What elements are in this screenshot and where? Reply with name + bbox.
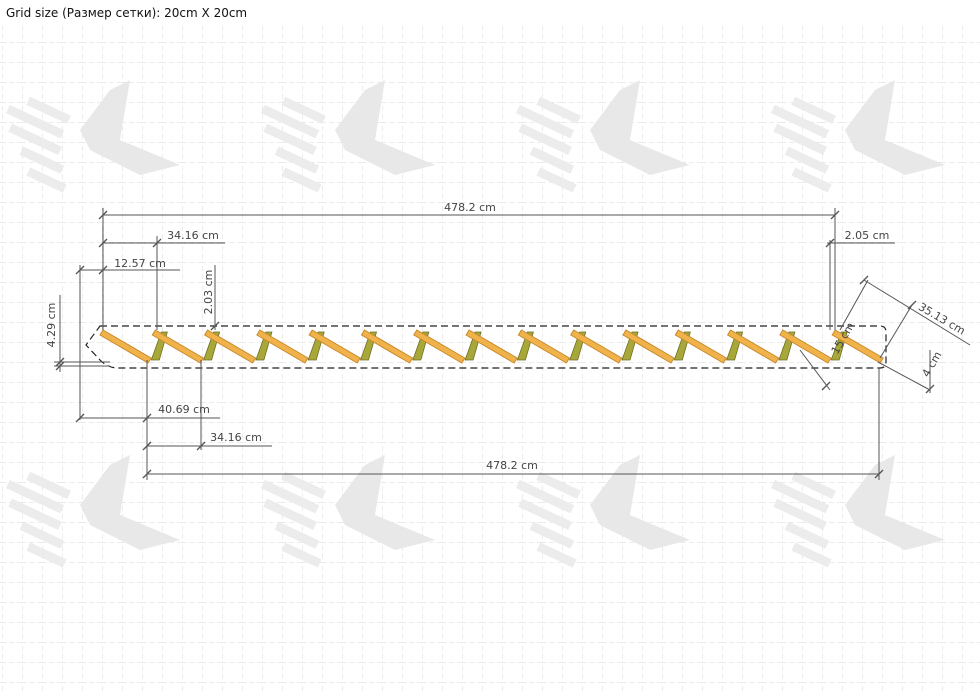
slat [570, 329, 623, 364]
dim-top-total: 478.2 cm [444, 201, 496, 214]
dim-bottom-offset: 40.69 cm [158, 403, 210, 416]
slat [779, 329, 832, 364]
dimension-lines [54, 208, 971, 480]
slat [517, 329, 571, 364]
grid-size-label: Grid size (Размер сетки): 20cm X 20cm [6, 6, 248, 20]
background-grid [0, 24, 980, 694]
dimension-ticks [55, 210, 935, 479]
slat [674, 329, 727, 364]
slat [465, 329, 518, 364]
dim-bottom-spacing: 34.16 cm [210, 431, 262, 444]
dim-bottom-total: 478.2 cm [486, 459, 538, 472]
dim-vertical-gap: 2.03 cm [202, 270, 215, 315]
louver-envelope [85, 325, 887, 369]
dim-top-spacing: 34.16 cm [167, 229, 219, 242]
dim-top-offset: 12.57 cm [114, 257, 166, 270]
slat [151, 329, 204, 364]
slat-group [99, 329, 884, 364]
slat [726, 329, 780, 364]
dim-left-height: 4.29 cm [45, 303, 58, 348]
slat [256, 329, 309, 364]
slat [413, 329, 466, 364]
dim-right-gap: 2.05 cm [845, 229, 890, 242]
slat [99, 329, 152, 364]
slat [308, 329, 361, 364]
slat [203, 329, 257, 364]
slat [360, 329, 414, 364]
slat [622, 329, 675, 364]
